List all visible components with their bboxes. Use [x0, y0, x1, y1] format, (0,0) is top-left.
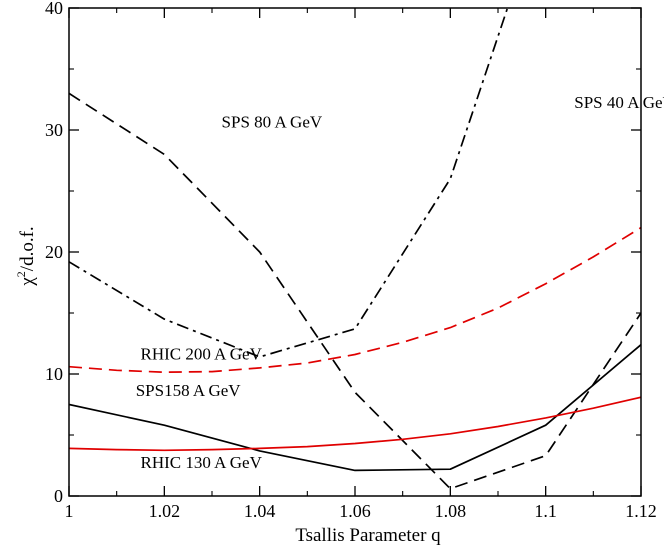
series-label-rhic-130-a-gev: RHIC 130 A GeV [141, 453, 263, 472]
label-layer: SPS 80 A GeV SPS 40 A GeV RHIC 200 A GeV SP… [136, 93, 664, 472]
x-tick-label: 1.08 [435, 501, 467, 521]
x-tick-label: 1.02 [149, 501, 181, 521]
x-tick-label: 1 [65, 501, 74, 521]
series-label-sps-80-a-gev: SPS 80 A GeV [222, 113, 323, 132]
y-tick-label: 20 [45, 242, 63, 262]
x-tick-label: 1.1 [534, 501, 557, 521]
axis-layer: 1 1.02 1.04 1.06 1.08 1.1 1.12 0 10 20 30 40 [45, 0, 657, 521]
series-line-rhic-200-a-gev [69, 226, 641, 374]
series-layer [69, 8, 641, 490]
x-axis-title: Tsallis Parameter q [295, 525, 441, 545]
y-axis-title-rest: /d.o.f. [17, 226, 38, 271]
y-tick-label: 0 [54, 486, 63, 506]
series-line-sps-40-a-gev [69, 8, 509, 358]
series-line-rhic-130-a-gev [69, 396, 641, 452]
x-tick-label: 1.12 [625, 501, 657, 521]
y-tick-label: 10 [45, 364, 63, 384]
y-axis-title-chi: χ [17, 277, 38, 287]
x-tick-label: 1.06 [339, 501, 371, 521]
series-label-sps158-a-gev: SPS158 A GeV [136, 381, 242, 400]
series-label-sps-40-a-gev: SPS 40 A GeV [574, 93, 664, 112]
series-line-sps158-a-gev [69, 344, 641, 472]
series-line-sps-80-a-gev [69, 92, 641, 490]
series-label-rhic-200-a-gev: RHIC 200 A GeV [141, 344, 263, 363]
y-axis-title: χ2/d.o.f. [14, 226, 38, 286]
x-tick-label: 1.04 [244, 501, 276, 521]
y-axis-title-sup: 2 [14, 271, 28, 277]
y-tick-label: 30 [45, 120, 63, 140]
y-tick-label: 40 [45, 0, 63, 18]
